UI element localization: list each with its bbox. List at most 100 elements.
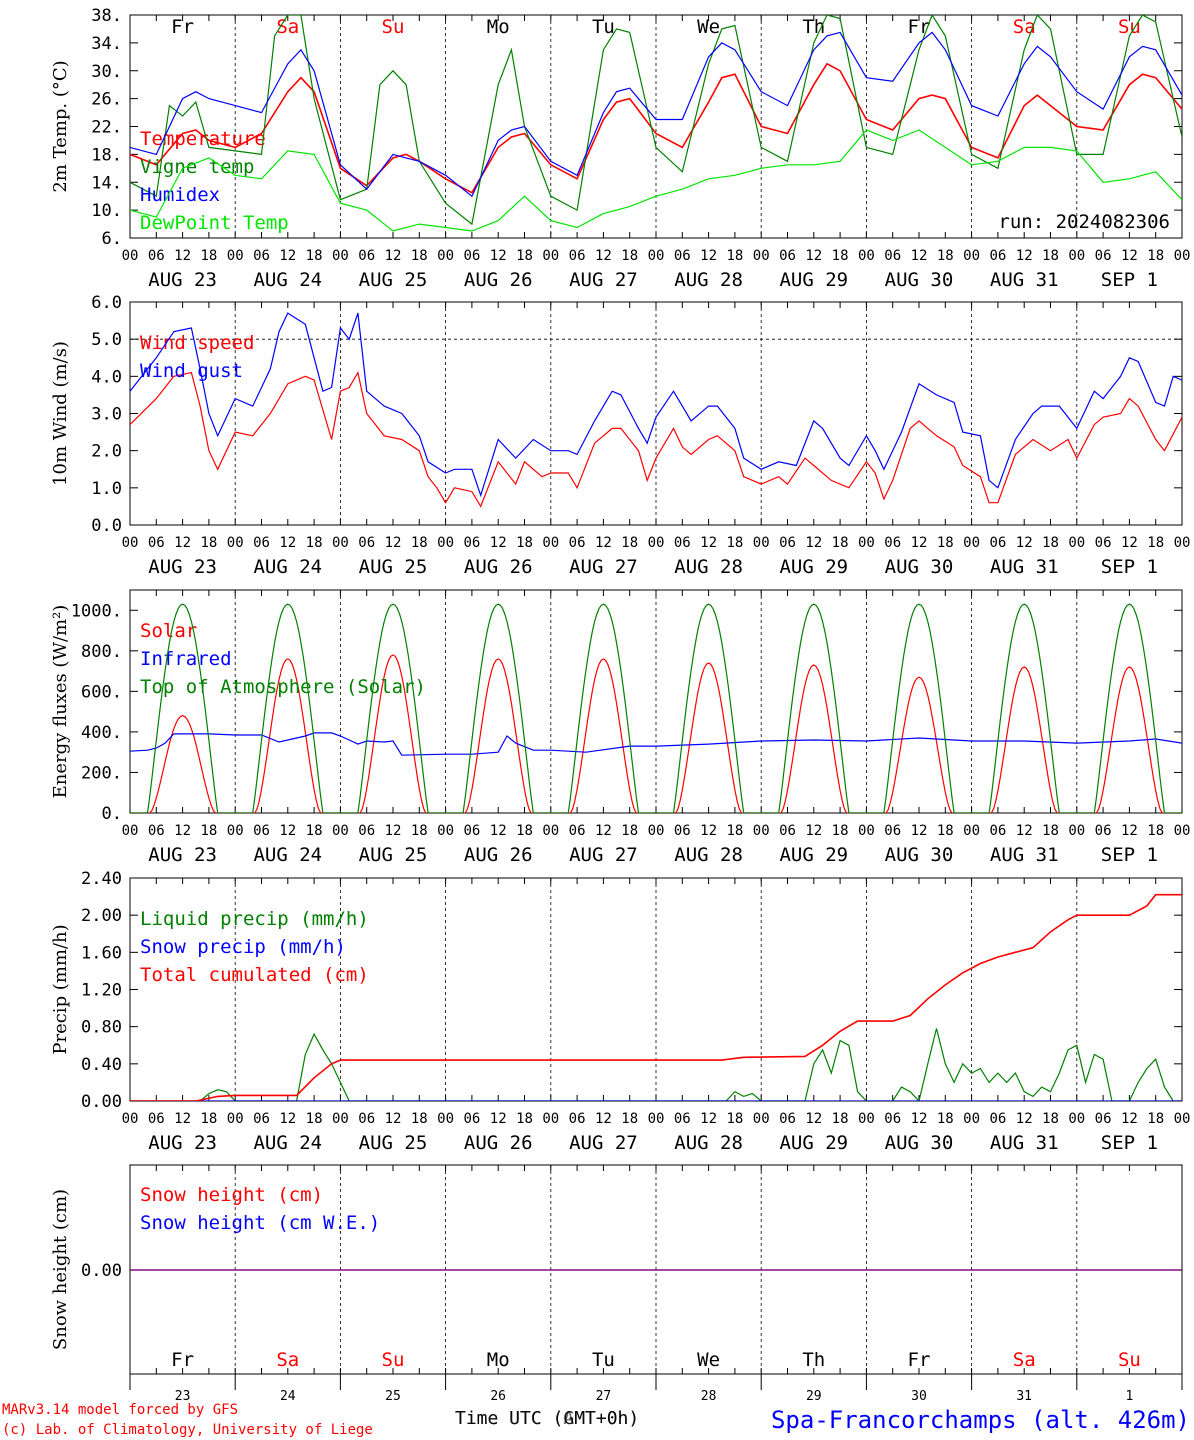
- hour-label: 06: [569, 248, 586, 264]
- hour-label: 12: [595, 1111, 612, 1127]
- day-number: 25: [385, 1389, 401, 1404]
- weekday-label: Sa: [276, 1349, 299, 1371]
- hour-label: 06: [884, 823, 901, 839]
- run-label: run: 2024082306: [998, 211, 1170, 233]
- hour-label: 18: [937, 823, 954, 839]
- date-label: AUG 27: [569, 556, 638, 578]
- day-number: 26: [490, 1389, 506, 1404]
- legend-entry: Total cumulated (cm): [140, 964, 369, 986]
- panel-3: 0. 200. 400. 600. 800. 1000.Energy fluxes (W/…: [50, 589, 1190, 866]
- y-tick-label: 6.0: [91, 293, 122, 313]
- hour-label: 18: [516, 823, 533, 839]
- hour-label: 06: [569, 1111, 586, 1127]
- hour-label: 18: [832, 248, 849, 264]
- hour-label: 00: [1174, 248, 1191, 264]
- date-label: AUG 28: [674, 1132, 743, 1154]
- series-line: [130, 62, 1182, 194]
- y-tick-label: 400.: [81, 723, 122, 743]
- legend-entry: Top of Atmosphere (Solar): [140, 676, 426, 698]
- hour-label: 00: [542, 248, 559, 264]
- hour-label: 06: [674, 248, 691, 264]
- y-tick-label: 200.: [81, 763, 122, 783]
- hour-label: 18: [516, 1111, 533, 1127]
- hour-label: 18: [726, 248, 743, 264]
- hour-label: 12: [1016, 823, 1033, 839]
- hour-label: 18: [832, 535, 849, 551]
- hour-label: 12: [174, 248, 191, 264]
- hour-label: 06: [1095, 248, 1112, 264]
- date-label: AUG 28: [674, 844, 743, 866]
- y-tick-label: 1.60: [81, 943, 122, 963]
- series-line: [130, 1028, 1182, 1101]
- hour-label: 12: [385, 823, 402, 839]
- series-line: [130, 31, 1182, 198]
- hour-label: 00: [753, 535, 770, 551]
- date-label: AUG 29: [779, 1132, 848, 1154]
- hour-label: 18: [937, 1111, 954, 1127]
- date-label: AUG 26: [464, 556, 533, 578]
- date-label: AUG 28: [674, 556, 743, 578]
- hour-label: 00: [1174, 535, 1191, 551]
- y-tick-label: 3.0: [91, 405, 122, 425]
- hour-label: 06: [989, 535, 1006, 551]
- hour-label: 00: [858, 248, 875, 264]
- y-tick-label: 30.: [91, 62, 122, 82]
- hour-label: 12: [700, 248, 717, 264]
- hour-label: 18: [306, 1111, 323, 1127]
- hour-label: 18: [200, 823, 217, 839]
- hour-label: 12: [174, 1111, 191, 1127]
- weekday-label: Su: [1118, 1349, 1141, 1371]
- y-tick-label: 800.: [81, 642, 122, 662]
- hour-label: 00: [542, 823, 559, 839]
- day-number: 24: [280, 1389, 296, 1404]
- date-label: SEP 1: [1101, 844, 1158, 866]
- hour-label: 00: [122, 1111, 139, 1127]
- hour-label: 06: [674, 535, 691, 551]
- hour-label: 00: [1068, 535, 1085, 551]
- date-label: SEP 1: [1101, 1132, 1158, 1154]
- date-label: AUG 27: [569, 844, 638, 866]
- hour-label: 00: [437, 535, 454, 551]
- date-label: AUG 23: [148, 844, 217, 866]
- date-label: AUG 24: [253, 1132, 322, 1154]
- y-tick-label: 34.: [91, 34, 122, 54]
- footer-lab: (c) Lab. of Climatology, University of L…: [2, 1422, 373, 1438]
- y-tick-label: 2.00: [81, 906, 122, 926]
- hour-label: 18: [306, 535, 323, 551]
- day-number: 30: [911, 1389, 927, 1404]
- hour-label: 12: [490, 1111, 507, 1127]
- legend-entry: Wind gust: [140, 360, 243, 382]
- y-tick-label: 5.0: [91, 330, 122, 350]
- hour-label: 06: [779, 248, 796, 264]
- hour-label: 06: [463, 823, 480, 839]
- legend-entry: DewPoint Temp: [140, 212, 289, 234]
- hour-label: 12: [595, 535, 612, 551]
- hour-label: 12: [1121, 248, 1138, 264]
- y-tick-label: 2.0: [91, 442, 122, 462]
- day-number: 27: [596, 1389, 612, 1404]
- y-tick-label: 22.: [91, 118, 122, 138]
- hour-label: 18: [516, 248, 533, 264]
- hour-label: 12: [490, 248, 507, 264]
- hour-label: 18: [1147, 248, 1164, 264]
- weekday-label: Su: [382, 16, 405, 38]
- legend-entry: Temperature: [140, 128, 266, 150]
- hour-label: 00: [227, 248, 244, 264]
- hour-label: 06: [1095, 823, 1112, 839]
- weekday-label: Fr: [908, 16, 931, 38]
- hour-label: 06: [674, 823, 691, 839]
- hour-label: 18: [411, 535, 428, 551]
- y-tick-label: 38.: [91, 6, 122, 26]
- hour-label: 00: [648, 823, 665, 839]
- date-label: SEP 1: [1101, 556, 1158, 578]
- weekday-label: Mo: [487, 16, 510, 38]
- legend-entry: Liquid precip (mm/h): [140, 908, 369, 930]
- hour-label: 18: [1042, 248, 1059, 264]
- hour-label: 18: [411, 823, 428, 839]
- date-label: AUG 30: [885, 556, 954, 578]
- hour-label: 18: [200, 248, 217, 264]
- hour-label: 12: [174, 823, 191, 839]
- y-tick-label: 0.0: [91, 516, 122, 536]
- hour-label: 00: [437, 1111, 454, 1127]
